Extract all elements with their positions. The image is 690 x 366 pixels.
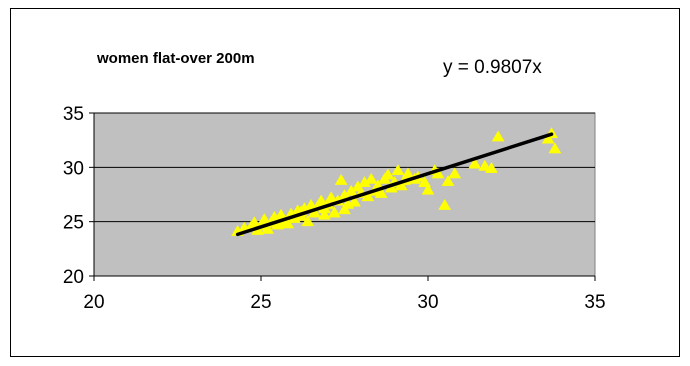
- data-point: [314, 194, 328, 206]
- data-point: [401, 167, 415, 179]
- data-point: [374, 186, 388, 198]
- data-point: [257, 213, 271, 224]
- data-point: [548, 142, 562, 154]
- data-point: [421, 183, 435, 195]
- scatter-plot: 20 25 30 35 20 25 30 35: [63, 104, 606, 313]
- x-tick-label: 30: [417, 292, 438, 313]
- data-point: [441, 174, 455, 186]
- y-tick-label: 35: [63, 104, 84, 125]
- data-point: [247, 216, 261, 228]
- y-tick-label: 30: [63, 158, 84, 179]
- data-point: [324, 191, 338, 203]
- y-tick-label: 20: [63, 267, 84, 288]
- x-tick-label: 25: [250, 292, 271, 313]
- data-point: [348, 195, 361, 207]
- data-point: [468, 157, 482, 169]
- data-point: [301, 215, 315, 227]
- data-point: [361, 190, 375, 202]
- data-point: [391, 164, 405, 176]
- data-point: [334, 173, 348, 185]
- data-point: [438, 198, 452, 210]
- data-point: [491, 130, 505, 142]
- y-tick-label: 25: [63, 213, 84, 234]
- data-point: [418, 176, 432, 187]
- x-tick-label: 35: [584, 292, 605, 313]
- data-point: [381, 168, 395, 180]
- data-point: [281, 217, 295, 229]
- trendline-equation: y = 0.9807x: [443, 57, 542, 78]
- data-point: [448, 167, 462, 179]
- data-point: [328, 206, 341, 218]
- trendline: [235, 132, 554, 237]
- data-point: [364, 172, 378, 184]
- data-point: [261, 222, 275, 234]
- chart-title: women flat-over 200m: [97, 50, 255, 67]
- data-point: [318, 208, 331, 220]
- chart-frame: women flat-over 200m y = 0.9807x 20 25 30 3…: [10, 8, 680, 357]
- data-point: [541, 132, 555, 144]
- data-point: [485, 161, 498, 173]
- data-point: [478, 159, 492, 171]
- data-point: [338, 203, 351, 215]
- x-tick-label: 20: [83, 292, 104, 313]
